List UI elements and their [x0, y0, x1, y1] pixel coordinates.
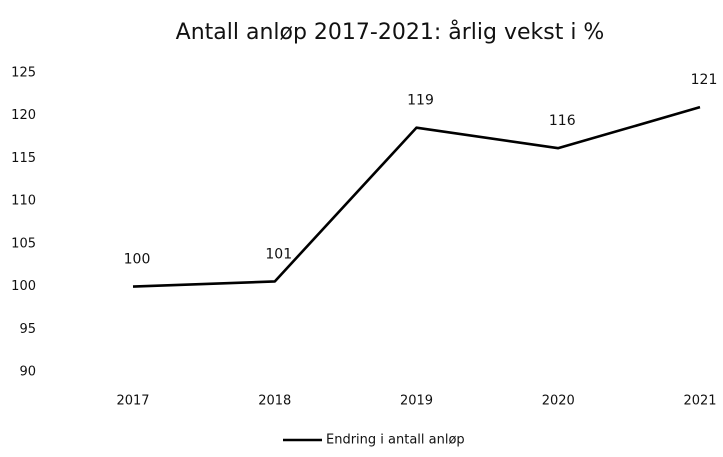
x-tick-label: 2017 [116, 394, 149, 409]
data-label: 101 [265, 246, 292, 262]
x-tick-label: 2020 [542, 394, 575, 409]
y-tick-label: 100 [11, 279, 36, 294]
legend-label: Endring i antall anløp [326, 433, 465, 448]
data-label: 121 [691, 72, 718, 88]
x-tick-label: 2019 [400, 394, 433, 409]
y-tick-label: 125 [11, 66, 36, 81]
x-tick-label: 2021 [683, 394, 716, 409]
data-label: 119 [407, 93, 434, 109]
y-tick-label: 120 [11, 108, 36, 123]
data-line [132, 105, 701, 288]
y-tick-label: 90 [19, 365, 36, 380]
y-tick-label: 115 [11, 151, 36, 166]
data-label: 100 [124, 252, 151, 268]
y-tick-label: 110 [11, 194, 36, 209]
y-tick-label: 105 [11, 236, 36, 251]
chart-title: Antall anløp 2017-2021: årlig vekst i % [176, 19, 605, 45]
y-tick-label: 95 [19, 322, 36, 337]
data-label: 116 [549, 113, 576, 129]
x-tick-label: 2018 [258, 394, 291, 409]
